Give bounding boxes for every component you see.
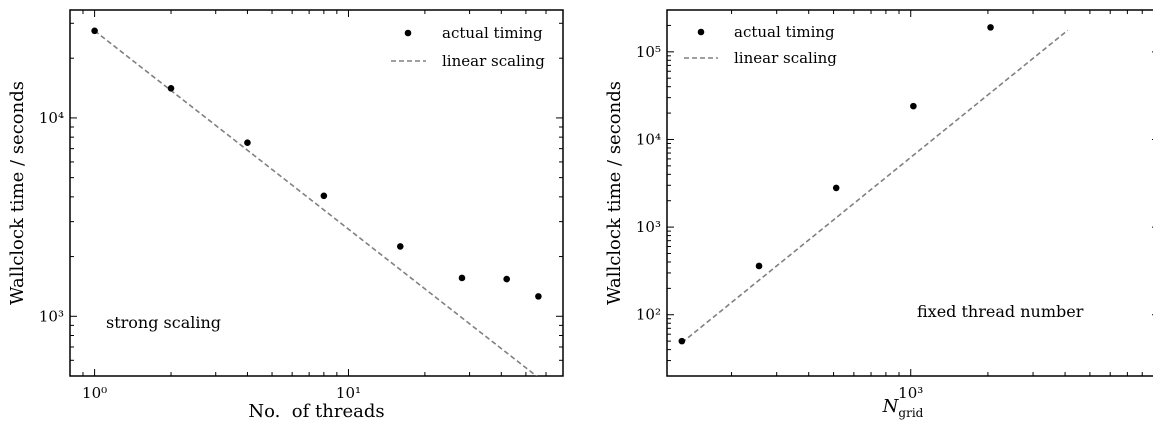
left-data-point — [503, 275, 510, 283]
right-legend-label-actual: actual timing — [734, 23, 835, 41]
left-plot-frame — [69, 9, 564, 377]
left-x-tick-label: 10¹ — [336, 384, 361, 402]
left-annotation: strong scaling — [106, 313, 221, 332]
right-y-axis-label: Wallclock time / seconds — [604, 81, 625, 305]
left-data-point — [244, 139, 251, 147]
right-legend: actual timing linear scaling — [684, 23, 837, 67]
right-data-point — [832, 184, 840, 192]
right-data-point — [755, 262, 763, 270]
right-marks — [678, 24, 1069, 345]
left-data-point — [396, 243, 404, 250]
left-marks — [91, 27, 542, 376]
right-x-axis-label-subscript: grid — [898, 406, 923, 420]
right-y-tick-label: 10² — [636, 306, 661, 324]
left-legend-label-linear: linear scaling — [442, 52, 545, 70]
left-data-point — [535, 293, 542, 300]
left-x-axis-label: No. of threads — [248, 401, 384, 421]
right-data-point — [910, 102, 917, 110]
right-y-tick-label: 10⁴ — [636, 130, 661, 148]
right-plot-frame — [666, 9, 1153, 377]
right-ticks: 10³ 10² 10³ 10⁴ 10⁵ — [636, 9, 1153, 402]
left-data-point — [167, 85, 175, 92]
right-x-tick-label: 10³ — [898, 384, 923, 402]
left-x-tick-label: 10⁰ — [82, 384, 107, 402]
right-legend-label-linear: linear scaling — [734, 49, 837, 67]
left-linear-scaling-line — [94, 30, 538, 376]
right-x-axis-label-main: N — [882, 396, 900, 417]
right-x-axis-label: Ngrid — [882, 396, 924, 420]
left-chart: 10⁰ 10¹ 10³ 10⁴ strong scaling No. of threa… — [7, 9, 564, 421]
right-linear-scaling-line — [681, 29, 1069, 344]
left-y-tick-label: 10⁴ — [39, 109, 64, 127]
left-data-point — [458, 274, 466, 282]
right-y-tick-label: 10⁵ — [636, 43, 661, 61]
right-annotation: fixed thread number — [917, 302, 1084, 321]
left-y-axis-label: Wallclock time / seconds — [7, 81, 28, 305]
left-y-tick-label: 10³ — [39, 307, 64, 325]
right-y-tick-label: 10³ — [636, 218, 661, 236]
right-legend-marker-actual — [697, 28, 705, 36]
left-data-point — [320, 192, 328, 200]
left-legend: actual timing linear scaling — [391, 24, 545, 70]
right-chart: 10³ 10² 10³ 10⁴ 10⁵ fixed thread number Ngri… — [604, 9, 1153, 420]
left-ticks: 10⁰ 10¹ 10³ 10⁴ — [39, 10, 564, 402]
left-legend-label-actual: actual timing — [442, 24, 543, 42]
right-data-point — [987, 24, 994, 31]
left-legend-marker-actual — [404, 29, 412, 37]
left-data-point — [91, 27, 98, 35]
right-data-point — [678, 337, 686, 345]
